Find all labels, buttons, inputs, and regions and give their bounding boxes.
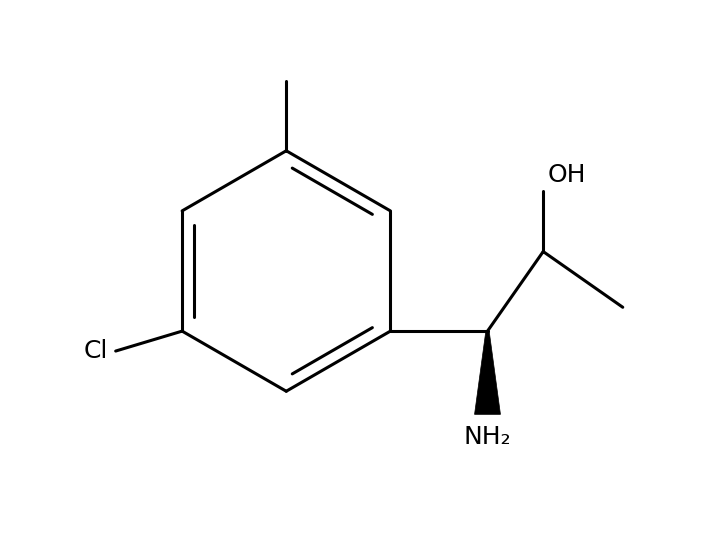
Text: NH₂: NH₂ bbox=[464, 425, 511, 449]
Polygon shape bbox=[475, 331, 501, 415]
Text: Cl: Cl bbox=[84, 339, 108, 363]
Text: OH: OH bbox=[548, 163, 586, 187]
